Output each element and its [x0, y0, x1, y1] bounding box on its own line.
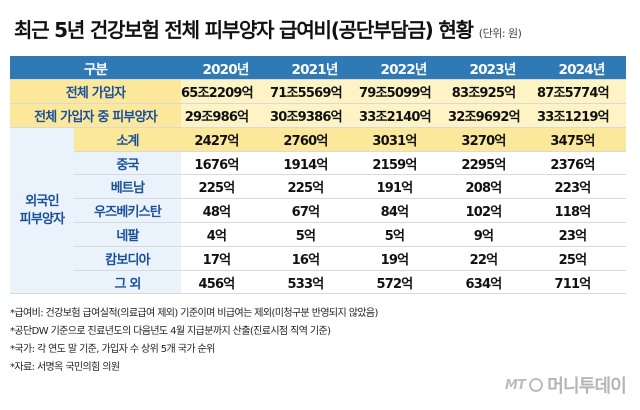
group-label: 외국인 피부양자 — [10, 127, 74, 295]
cell-value: 456억 — [181, 270, 270, 295]
cell-value: 67억 — [270, 198, 359, 224]
page-title: 최근 5년 건강보험 전체 피부양자 급여비(공단부담금) 현황 — [14, 18, 474, 42]
publisher-logo: MT 머니투데이 — [504, 372, 627, 398]
cell-value: 191억 — [359, 174, 448, 200]
cell-value: 32조9692억 — [448, 103, 537, 128]
cell-value: 33조1219억 — [537, 103, 626, 128]
row-label: 베트남 — [74, 174, 181, 200]
footnote: *자료: 서명옥 국민의힘 의원 — [10, 362, 120, 373]
table-row: 중국 1676억 1914억 2159억 2295억 2376억 — [10, 151, 626, 176]
cell-value: 208억 — [448, 174, 537, 200]
cell-value: 84억 — [359, 198, 448, 224]
footnote: *급여비: 건강보험 급여실적(의료급여 제외) 기준이며 비급여는 제외(미청… — [10, 308, 378, 319]
cell-value: 2295억 — [448, 151, 537, 176]
cell-value: 16억 — [270, 246, 359, 271]
cell-value: 634억 — [448, 270, 537, 295]
table-row: 외국인 피부양자 소계 2427억 2760억 3031억 3270억 3475… — [10, 127, 626, 295]
cell-value: 48억 — [181, 198, 270, 224]
cell-value: 83조925억 — [448, 79, 537, 105]
cell-value: 79조5099억 — [359, 79, 448, 105]
row-label: 전체 가입자 중 피부양자 — [10, 103, 181, 128]
cell-value: 29조986억 — [181, 103, 270, 128]
cell-value: 87조5774억 — [537, 79, 626, 105]
table-row: 전체 가입자 65조2209억 71조5569억 79조5099억 83조925… — [10, 79, 626, 105]
cell-value: 223억 — [537, 174, 626, 200]
footnotes: *급여비: 건강보험 급여실적(의료급여 제외) 기준이며 비급여는 제외(미청… — [10, 305, 378, 377]
cell-value: 3270억 — [448, 127, 537, 152]
year-header: 2024년 — [537, 56, 626, 81]
cell-value: 65조2209억 — [181, 79, 270, 105]
row-label: 네팔 — [74, 222, 181, 247]
row-label: 소계 — [74, 127, 181, 152]
cell-value: 23억 — [537, 222, 626, 247]
row-label: 중국 — [74, 151, 181, 176]
cell-value: 9억 — [448, 222, 537, 247]
cell-value: 5억 — [270, 222, 359, 247]
cell-value: 2376억 — [537, 151, 626, 176]
cell-value: 572억 — [359, 270, 448, 295]
table-row: 베트남 225억 225억 191억 208억 223억 — [10, 174, 626, 200]
cell-value: 3031억 — [359, 127, 448, 152]
cell-value: 2760억 — [270, 127, 359, 152]
cell-value: 225억 — [270, 174, 359, 200]
cell-value: 25억 — [537, 246, 626, 271]
table-row: 네팔 4억 5억 5억 9억 23억 — [10, 222, 626, 247]
year-header: 2022년 — [359, 56, 448, 81]
unit-label: (단위: 원) — [478, 27, 522, 40]
cell-value: 2159억 — [359, 151, 448, 176]
logo-prefix: MT — [504, 377, 526, 393]
cell-value: 4억 — [181, 222, 270, 247]
cell-value: 5억 — [359, 222, 448, 247]
row-label: 그 외 — [74, 270, 181, 295]
row-label: 우즈베키스탄 — [74, 198, 181, 224]
row-label: 전체 가입자 — [10, 79, 181, 105]
cell-value: 71조5569억 — [270, 79, 359, 105]
cell-value: 118억 — [537, 198, 626, 224]
logo-circle-icon — [529, 378, 544, 392]
table-row: 캄보디아 17억 16억 19억 22억 25억 — [10, 246, 626, 271]
table-row: 전체 가입자 중 피부양자 29조986억 30조9386억 33조2140억 … — [10, 103, 626, 128]
cell-value: 19억 — [359, 246, 448, 271]
header-row: 구분 2020년 2021년 2022년 2023년 2024년 — [10, 56, 626, 81]
year-header: 2021년 — [270, 56, 359, 81]
cell-value: 1676억 — [181, 151, 270, 176]
cell-value: 17억 — [181, 246, 270, 271]
cell-value: 30조9386억 — [270, 103, 359, 128]
year-header: 2020년 — [181, 56, 270, 81]
cell-value: 33조2140억 — [359, 103, 448, 128]
footnote: *공단DW 기준으로 진료년도의 다음년도 4월 지급분까지 산출(진료시점 직… — [10, 326, 331, 337]
year-header: 2023년 — [448, 56, 537, 81]
cell-value: 3475억 — [537, 127, 626, 152]
cell-value: 22억 — [448, 246, 537, 271]
stats-table: 구분 2020년 2021년 2022년 2023년 2024년 전체 가입자 … — [10, 56, 626, 295]
row-label: 캄보디아 — [74, 246, 181, 271]
cell-value: 225억 — [181, 174, 270, 200]
table-row: 우즈베키스탄 48억 67억 84억 102억 118억 — [10, 198, 626, 224]
cell-value: 2427억 — [181, 127, 270, 152]
logo-name: 머니투데이 — [547, 376, 627, 397]
category-header: 구분 — [10, 56, 181, 81]
table-row: 그 외 456억 533억 572억 634억 711억 — [10, 270, 626, 295]
footnote: *국가: 각 연도 말 기준, 가입자 수 상위 5개 국가 순위 — [10, 344, 215, 355]
cell-value: 533억 — [270, 270, 359, 295]
cell-value: 1914억 — [270, 151, 359, 176]
cell-value: 102억 — [448, 198, 537, 224]
title-row: 최근 5년 건강보험 전체 피부양자 급여비(공단부담금) 현황 (단위: 원) — [14, 14, 522, 44]
cell-value: 711억 — [537, 270, 626, 295]
